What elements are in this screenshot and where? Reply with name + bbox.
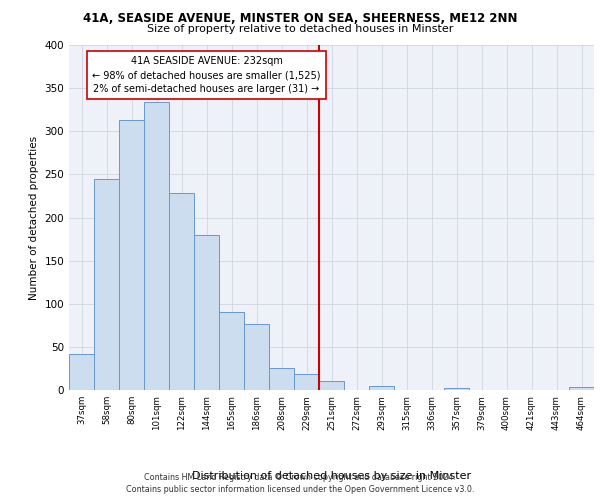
Text: Contains HM Land Registry data © Crown copyright and database right 2024.: Contains HM Land Registry data © Crown c… (144, 472, 456, 482)
Y-axis label: Number of detached properties: Number of detached properties (29, 136, 39, 300)
Bar (569, 388, 594, 390)
Bar (169, 194, 194, 390)
Text: 41A, SEASIDE AVENUE, MINSTER ON SEA, SHEERNESS, ME12 2NN: 41A, SEASIDE AVENUE, MINSTER ON SEA, SHE… (83, 12, 517, 26)
Bar (369, 386, 394, 390)
Bar (444, 388, 469, 390)
Text: 41A SEASIDE AVENUE: 232sqm
← 98% of detached houses are smaller (1,525)
2% of se: 41A SEASIDE AVENUE: 232sqm ← 98% of deta… (92, 56, 321, 94)
Bar (194, 235, 219, 390)
Bar (69, 354, 94, 390)
X-axis label: Distribution of detached houses by size in Minster: Distribution of detached houses by size … (192, 472, 471, 482)
Bar (269, 368, 294, 390)
Bar (119, 120, 144, 390)
Bar (94, 178, 119, 390)
Bar (144, 102, 169, 390)
Bar (219, 312, 244, 390)
Bar (319, 382, 344, 390)
Text: Size of property relative to detached houses in Minster: Size of property relative to detached ho… (147, 24, 453, 34)
Bar (294, 374, 319, 390)
Bar (244, 324, 269, 390)
Text: Contains public sector information licensed under the Open Government Licence v3: Contains public sector information licen… (126, 485, 474, 494)
